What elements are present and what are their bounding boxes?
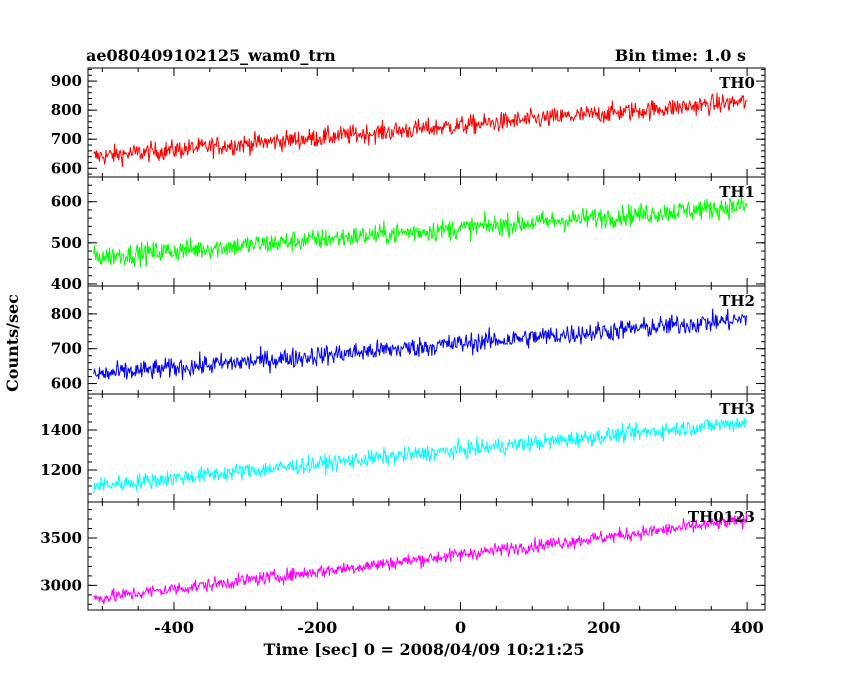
panel-frame [87,393,766,503]
x-axis: -400 -200 0 200 400 [154,618,764,637]
bin-time-label: Bin time: 1.0 s [615,46,746,65]
panel-label: TH0 [719,74,755,92]
y-tick-label: 1400 [40,421,82,439]
y-tick-label: 600 [51,159,82,177]
y-tick-label: 800 [51,305,82,323]
y-tick-label: 800 [51,101,82,119]
chart-title: ae080409102125_wam0_trn [86,46,336,65]
series-th0123 [93,513,748,605]
y-tick-label: 1200 [40,461,82,479]
y-axis-label: Counts/sec [3,294,22,392]
y-tick-label: 3500 [40,529,82,547]
panel-label: TH0123 [688,508,755,526]
x-axis-label: Time [sec] 0 = 2008/04/09 10:21:25 [264,640,585,659]
x-tick-label: 400 [730,618,763,637]
panel-frame [87,501,766,611]
y-tick-label: 700 [51,340,82,358]
y-tick-label: 400 [51,275,82,293]
panel-th0: 600 700 800 900 TH0 [51,67,766,178]
panel-th3: 1200 1400 TH3 [40,393,766,503]
series-th0 [93,92,748,168]
x-tick-label: -400 [154,618,194,637]
panel-th0123: 3000 3500 TH0123 [40,501,766,611]
y-tick-label: 600 [51,193,82,211]
y-tick-label: 600 [51,375,82,393]
x-tick-label: -200 [297,618,337,637]
y-tick-label: 900 [51,72,82,90]
x-tick-label: 200 [587,618,620,637]
x-tick-label: 0 [455,618,466,637]
panel-frame [87,285,766,395]
series-th3 [93,417,748,494]
panel-label: TH1 [719,183,755,201]
y-tick-label: 500 [51,234,82,252]
y-tick-label: 3000 [40,576,82,594]
y-tick-label: 700 [51,130,82,148]
panel-label: TH3 [719,400,755,418]
series-th2 [93,308,748,381]
panel-th1: 400 500 600 TH1 [51,176,766,293]
panel-th2: 600 700 800 TH2 [51,285,766,395]
series-th1 [93,195,748,267]
panel-label: TH2 [719,292,755,310]
panels: 600 700 800 900 TH0 400 500 600 TH1 600 700 800 TH2 1… [40,67,766,611]
